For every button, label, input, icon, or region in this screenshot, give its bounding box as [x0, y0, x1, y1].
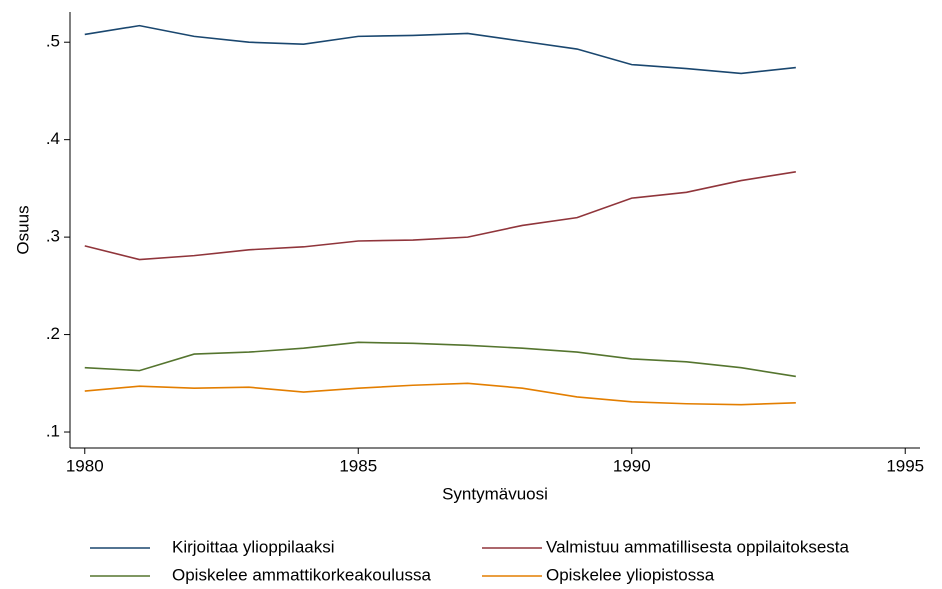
x-axis-title: Syntymävuosi — [442, 484, 548, 503]
y-tick-label: .5 — [46, 32, 60, 51]
y-tick-label: .3 — [46, 227, 60, 246]
legend-label: Valmistuu ammatillisesta oppilaitoksesta — [546, 537, 850, 556]
x-tick-label: 1985 — [339, 456, 377, 475]
y-axis-title: Osuus — [13, 205, 32, 254]
series-line — [84, 341, 796, 378]
y-tick-label: .4 — [46, 129, 60, 148]
series-line — [84, 24, 796, 75]
legend-label: Opiskelee yliopistossa — [546, 565, 715, 584]
x-tick-label: 1980 — [66, 456, 104, 475]
legend-label: Opiskelee ammattikorkeakoulussa — [172, 565, 431, 584]
y-tick-label: .2 — [46, 324, 60, 343]
series-line — [84, 382, 796, 406]
x-tick-label: 1990 — [613, 456, 651, 475]
x-tick-label: 1995 — [886, 456, 924, 475]
y-tick-label: .1 — [46, 422, 60, 441]
series-line — [84, 171, 796, 261]
legend-label: Kirjoittaa ylioppilaaksi — [172, 537, 335, 556]
